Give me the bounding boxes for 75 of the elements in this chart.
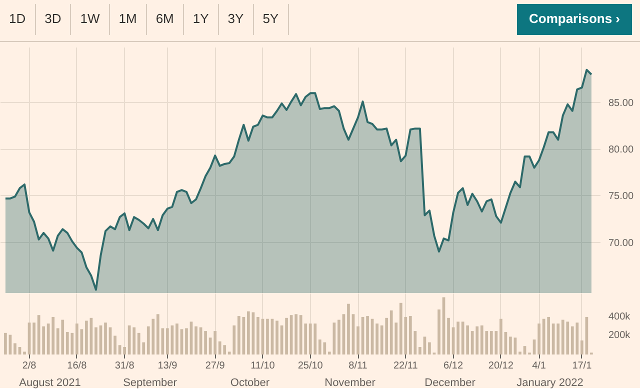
- bar: [447, 318, 450, 354]
- text: 1D: [0, 4, 36, 35]
- bar: [509, 336, 512, 354]
- text: 1W: [71, 4, 110, 35]
- y-tick-label: 75.00: [608, 191, 634, 202]
- bar: [185, 328, 188, 354]
- bar: [547, 316, 550, 354]
- x-tick-label: 20/12: [488, 360, 514, 372]
- x-tick-label: 27/9: [205, 360, 226, 372]
- bar: [347, 304, 350, 354]
- bar: [114, 336, 116, 354]
- bar: [14, 343, 16, 354]
- bar: [328, 352, 331, 354]
- y-tick-label: 85.00: [608, 98, 634, 109]
- bar: [366, 316, 369, 354]
- bar: [518, 352, 522, 354]
- bar: [214, 331, 217, 354]
- text: December: [424, 377, 476, 390]
- text: October: [229, 377, 271, 390]
- bar: [176, 324, 178, 354]
- bar: [75, 324, 78, 354]
- x-tick-label: 22/11: [394, 360, 418, 372]
- text: 1Y: [184, 4, 219, 35]
- text: November: [324, 377, 376, 390]
- bar: [94, 327, 98, 354]
- bar: [266, 318, 269, 354]
- x-tick-label: 6/12: [444, 360, 464, 372]
- bar: [338, 320, 340, 354]
- bar: [376, 324, 378, 354]
- x-tick-label: 16/8: [67, 360, 88, 372]
- text: Comparisons ›: [516, 4, 632, 35]
- bar: [428, 342, 431, 354]
- bar: [104, 322, 107, 354]
- bar: [285, 318, 288, 354]
- x-tick-label: 4/1: [532, 360, 546, 372]
- bar: [580, 340, 584, 354]
- x-tick-label: 25/10: [298, 360, 324, 372]
- bar: [538, 324, 540, 354]
- text: 3D: [36, 4, 72, 35]
- y-tick-label: 400k: [608, 311, 632, 322]
- text: August 2021: [18, 377, 82, 390]
- bar: [276, 320, 278, 354]
- y-tick-label: 200k: [608, 330, 632, 342]
- x-tick-label: 8/11: [348, 360, 368, 372]
- bar: [418, 346, 422, 354]
- text: 1M: [110, 4, 147, 35]
- bar: [4, 332, 7, 354]
- bar: [466, 325, 470, 354]
- bar: [85, 320, 88, 354]
- y-tick-label: 80.00: [608, 144, 634, 156]
- text: September: [122, 377, 178, 390]
- bar: [166, 328, 169, 354]
- bar: [32, 322, 36, 354]
- text: 3Y: [218, 4, 254, 35]
- bar: [42, 326, 45, 354]
- x-tick-label: 17/1: [572, 360, 592, 372]
- bar: [23, 352, 26, 354]
- y-tick-label: 70.00: [608, 238, 634, 249]
- text: 5Y: [254, 4, 289, 35]
- bar: [247, 311, 250, 354]
- text: January 2022: [516, 377, 584, 390]
- x-tick-label: 11/10: [250, 360, 276, 372]
- bar: [438, 309, 440, 354]
- x-tick-label: 2/8: [22, 360, 37, 372]
- bar: [123, 346, 126, 354]
- x-tick-label: 13/9: [158, 360, 178, 372]
- bar: [256, 316, 260, 354]
- bar: [194, 326, 198, 354]
- bar: [500, 318, 502, 354]
- bar: [204, 331, 207, 354]
- bar: [294, 314, 298, 354]
- bar: [456, 322, 460, 354]
- bar: [356, 326, 360, 354]
- x-tick-label: 31/8: [114, 360, 135, 372]
- text: 6M: [146, 4, 184, 35]
